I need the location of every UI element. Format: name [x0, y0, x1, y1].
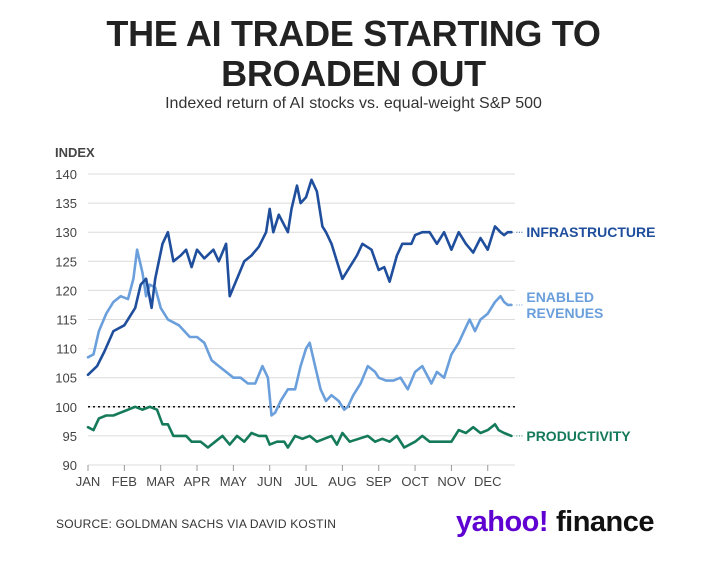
- x-tick-label: AUG: [328, 474, 356, 489]
- series-label-productivity: PRODUCTIVITY: [526, 428, 631, 444]
- x-tick-label: JAN: [76, 474, 101, 489]
- x-tick-label: JUN: [257, 474, 282, 489]
- series-label-line: INFRASTRUCTURE: [526, 224, 655, 240]
- y-tick-label: 100: [55, 400, 77, 415]
- x-tick-label: JUL: [294, 474, 317, 489]
- svg-text:finance: finance: [556, 506, 654, 538]
- y-tick-label: 90: [63, 458, 77, 473]
- y-tick-label: 120: [55, 283, 77, 298]
- series-label-line: PRODUCTIVITY: [526, 428, 631, 444]
- x-tick-label: FEB: [112, 474, 137, 489]
- series-label-enabled-revenues: ENABLED REVENUES: [526, 289, 603, 321]
- y-tick-label: 125: [55, 254, 77, 269]
- series-line-enabled-revenues: [86, 248, 513, 417]
- series-label-line: ENABLED: [526, 289, 594, 305]
- series-line-infrastructure: [86, 178, 513, 377]
- y-axis-label: INDEX: [55, 145, 95, 160]
- series-label-line: REVENUES: [526, 305, 603, 321]
- y-tick-label: 110: [56, 342, 77, 357]
- y-tick-label: 140: [55, 167, 77, 182]
- y-tick-label: 95: [63, 429, 77, 444]
- y-tick-label: 130: [55, 225, 77, 240]
- series-label-infrastructure: INFRASTRUCTURE: [526, 224, 655, 240]
- y-tick-label: 115: [56, 313, 77, 328]
- x-tick-label: MAR: [146, 474, 175, 489]
- y-tick-label: 135: [55, 196, 77, 211]
- series-line-productivity: [86, 405, 513, 449]
- line-chart: INDEX 90 95 100 105 110 115 120 125 130 135 140 JAN F…: [55, 145, 655, 489]
- x-tick-label: NOV: [437, 474, 466, 489]
- x-tick-label: MAY: [220, 474, 248, 489]
- x-tick-label: SEP: [366, 474, 392, 489]
- x-tick-label: DEC: [474, 474, 501, 489]
- source-note: SOURCE: GOLDMAN SACHS VIA DAVID KOSTIN: [56, 517, 337, 531]
- svg-text:yahoo!: yahoo!: [456, 506, 548, 538]
- yahoo-finance-logo: yahoo! finance: [456, 506, 655, 538]
- chart-subtitle: Indexed return of AI stocks vs. equal-we…: [165, 95, 542, 112]
- x-tick-label: APR: [184, 474, 211, 489]
- chart-title: THE AI TRADE STARTING TO BROADEN OUT: [106, 13, 601, 94]
- y-tick-label: 105: [55, 371, 77, 386]
- x-tick-label: OCT: [401, 474, 429, 489]
